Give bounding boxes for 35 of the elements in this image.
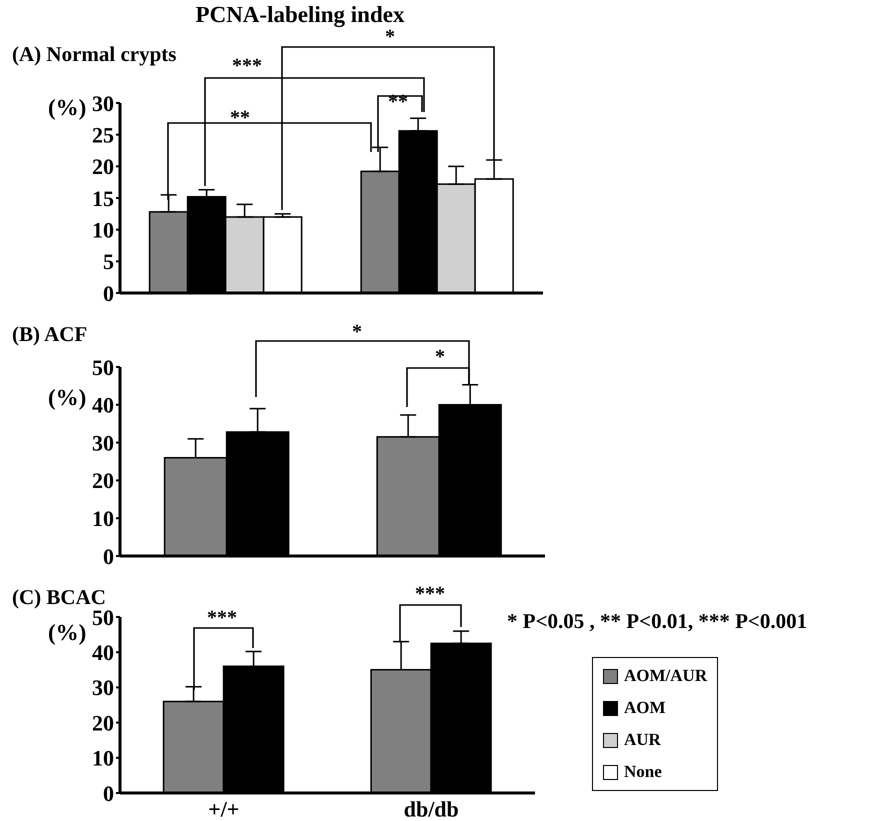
y-tick-label: 25	[92, 122, 114, 148]
annotation: * P<0.05 , ** P<0.01, *** P<0.001	[507, 609, 808, 633]
y-tick-label: 0	[103, 280, 114, 306]
annotation: ***	[207, 607, 237, 629]
y-tick-label: 10	[92, 217, 114, 242]
chart-subtitle: (A) Normal crypts	[12, 42, 176, 67]
y-tick-label: 15	[92, 186, 114, 211]
y-tick-label: 30	[92, 90, 114, 116]
y-tick-label: 40	[92, 392, 114, 418]
y-tick-label: 20	[92, 154, 114, 180]
x-tick-label: +/+	[208, 796, 240, 821]
y-axis-title: (%)	[48, 95, 86, 121]
y-tick-label: 10	[92, 506, 114, 532]
text: *	[385, 26, 395, 48]
y-tick-label: 5	[103, 249, 114, 274]
chart-title: PCNA-labeling index	[194, 2, 406, 28]
y-tick-label: 40	[92, 640, 114, 666]
y-tick-label: 50	[92, 354, 114, 380]
annotation: **	[230, 107, 250, 129]
annotation: *	[435, 346, 445, 368]
chart-title: (B) ACF	[12, 322, 88, 347]
y-axis-title: (%)	[48, 620, 86, 646]
legend-label: AOM/AUR	[624, 666, 708, 686]
x-tick-label: db/db	[404, 796, 459, 821]
y-axis-title: (%)	[48, 385, 86, 411]
y-tick-label: 30	[92, 430, 114, 456]
y-tick-label: 30	[92, 675, 114, 700]
legend-label: AUR	[624, 730, 661, 750]
y-tick-label: 20	[92, 710, 114, 736]
legend-label: None	[624, 762, 662, 782]
y-tick-label: 0	[103, 544, 114, 569]
y-tick-label: 10	[92, 746, 114, 771]
y-tick-label: 20	[92, 468, 114, 494]
legend-label: AOM	[624, 698, 666, 718]
y-tick-label: 0	[103, 780, 114, 806]
